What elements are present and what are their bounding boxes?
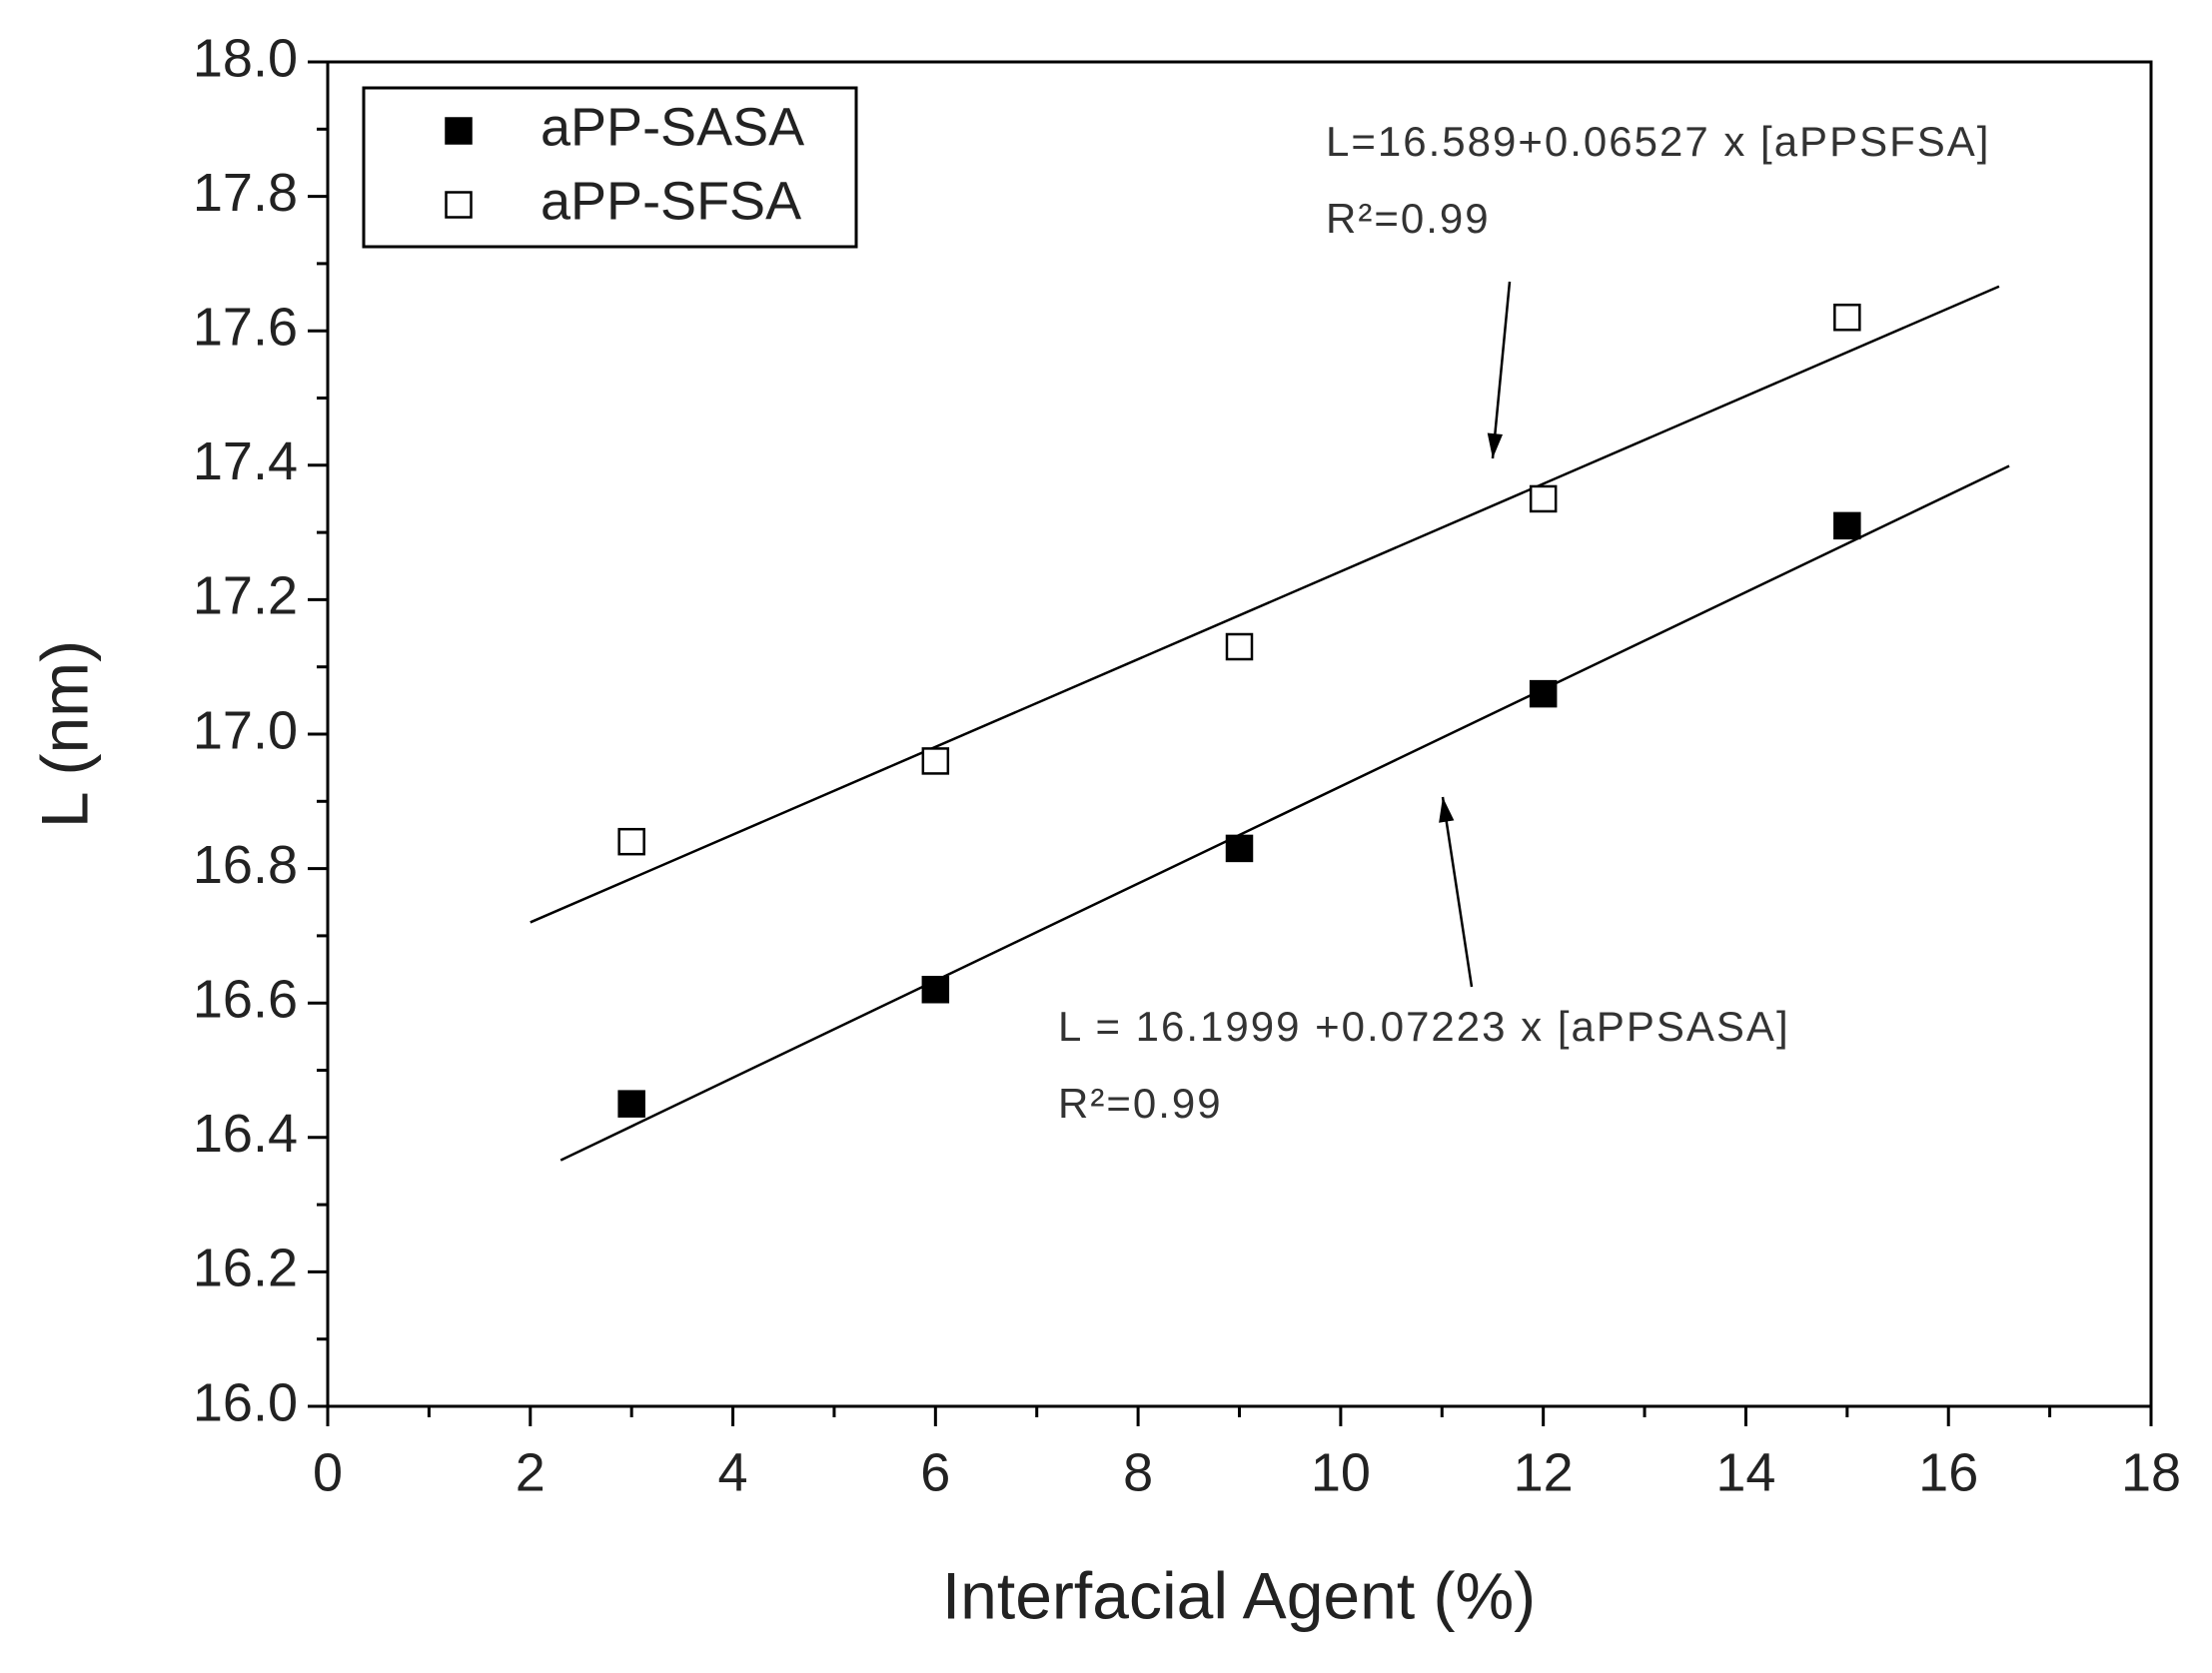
point	[1833, 303, 1861, 332]
point	[1833, 511, 1861, 540]
x-tick-label: 16	[1918, 1442, 1978, 1502]
y-tick-label: 16.2	[193, 1239, 298, 1298]
y-tick-label: 17.4	[193, 431, 298, 491]
x-tick-label: 6	[920, 1442, 950, 1502]
plot-frame	[326, 60, 2153, 1408]
point	[921, 975, 950, 1004]
x-tick-label: 4	[718, 1442, 748, 1502]
point	[921, 747, 950, 775]
y-tick-label: 16.6	[193, 969, 298, 1029]
y-tick-label: 18.0	[193, 28, 298, 88]
y-tick-label: 17.8	[193, 163, 298, 223]
fit-line	[559, 464, 2010, 1162]
arrow-shaft	[1491, 281, 1512, 459]
y-axis-title: L (nm)	[27, 640, 101, 828]
x-tick-label: 10	[1311, 1442, 1371, 1502]
arrow-head	[1439, 797, 1455, 823]
x-tick-label: 14	[1715, 1442, 1775, 1502]
legend-marker	[445, 117, 473, 145]
point	[1529, 679, 1558, 708]
annotation: L = 16.1999 +0.07223 x [aPPSASA]	[1058, 1003, 1790, 1050]
fit-line	[530, 285, 2000, 924]
legend-label: aPP-SFSA	[541, 171, 801, 231]
point	[1529, 484, 1558, 513]
x-tick-label: 12	[1514, 1442, 1574, 1502]
x-axis-title: Interfacial Agent (%)	[942, 1558, 1536, 1632]
y-tick-label: 17.2	[193, 566, 298, 626]
point	[1225, 834, 1254, 863]
x-tick-label: 18	[2121, 1442, 2181, 1502]
legend-label: aPP-SASA	[541, 97, 804, 157]
y-tick-label: 16.8	[193, 835, 298, 895]
x-tick-label: 2	[516, 1442, 546, 1502]
annotation: L=16.589+0.06527 x [aPPSFSA]	[1326, 118, 1990, 165]
x-tick-label: 0	[313, 1442, 343, 1502]
point	[1225, 632, 1254, 661]
y-tick-label: 16.4	[193, 1104, 298, 1164]
y-tick-label: 17.6	[193, 297, 298, 357]
point	[617, 827, 645, 856]
y-tick-label: 16.0	[193, 1372, 298, 1432]
arrow-shaft	[1441, 796, 1474, 988]
legend-marker	[445, 191, 473, 219]
legend-box	[362, 86, 858, 249]
x-tick-label: 8	[1123, 1442, 1153, 1502]
arrow-head	[1487, 432, 1504, 458]
annotation: R²=0.99	[1058, 1080, 1223, 1127]
point	[617, 1090, 645, 1118]
y-tick-label: 17.0	[193, 700, 298, 760]
annotation: R²=0.99	[1326, 195, 1491, 242]
